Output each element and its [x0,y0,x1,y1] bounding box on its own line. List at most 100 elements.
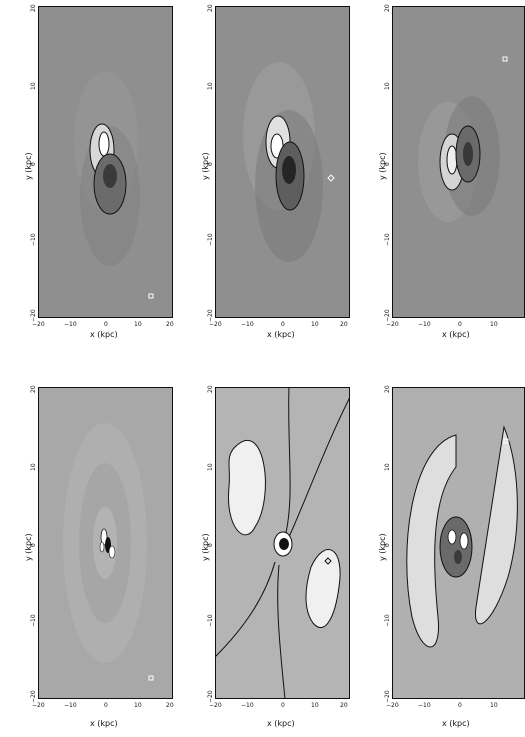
panel-4-xtick: −20 [32,702,45,709]
panel-2-xtick: −20 [209,321,222,328]
panel-5-positive-lobe-left [227,439,266,536]
panel-3-frame [392,6,525,318]
panel-4-map [38,387,173,699]
panel-6-ytick: −10 [384,614,391,627]
panel-5-contour-lower-left [215,561,276,658]
panel-3-ytick: 10 [384,82,391,90]
panel-3-xlabel: x (kpc) [442,330,470,339]
panel-5-xlabel: x (kpc) [267,719,295,728]
panel-1-marker-square-icon [148,293,154,299]
panel-6-core-negative [454,550,462,564]
panel-4-ytick: 0 [30,543,37,547]
panel-2-ylabel: y (kpc) [201,152,210,180]
panel-4-xtick: −10 [64,702,77,709]
panel-1-ylabel: y (kpc) [24,152,33,180]
panel-1-xtick: 20 [166,321,174,328]
panel-6-ylabel: y (kpc) [378,533,387,561]
panel-6-xlabel: x (kpc) [442,719,470,728]
panel-5-ytick: −10 [207,614,214,627]
panel-6-xtick: −10 [418,702,431,709]
panel-2 [215,6,350,318]
panel-6-positive-arc-right [474,425,518,625]
panel-3-marker-square-icon [502,56,508,62]
panel-2-negative-core [282,156,296,184]
panel-2-ytick: 10 [207,82,214,90]
panel-4 [38,387,173,699]
panel-5-ytick: 0 [207,543,214,547]
panel-2-xtick: −10 [241,321,254,328]
panel-4-ytick: 20 [30,385,37,393]
panel-3-ytick: 20 [384,4,391,12]
panel-1-map [38,6,173,318]
panel-2-xlabel: x (kpc) [267,330,295,339]
panel-4-xtick: 10 [134,702,142,709]
panel-1-ytick: 20 [30,4,37,12]
panel-6 [392,387,525,699]
panel-5-frame [215,387,350,699]
panel-4-ylabel: y (kpc) [24,533,33,561]
panel-3 [392,6,525,318]
panel-5-contour-upper-right [288,396,350,538]
panel-1-ytick: 0 [30,162,37,166]
panel-5-xtick: 10 [311,702,319,709]
panel-1-ytick: 10 [30,82,37,90]
panel-1-ytick: −10 [30,233,37,246]
panel-2-map [215,6,350,318]
panel-5-marker-diamond-icon [324,557,332,565]
panel-6-ytick: 10 [384,463,391,471]
panel-2-ytick: −20 [207,309,214,322]
panel-2-ytick: −10 [207,233,214,246]
panel-2-frame [215,6,350,318]
panel-6-ytick: −20 [384,690,391,703]
panel-5-xtick: 20 [340,702,348,709]
panel-2-xtick: 0 [281,321,285,328]
panel-4-ytick: −20 [30,690,37,703]
panel-1-xtick: −10 [64,321,77,328]
panel-2-ytick: 0 [207,162,214,166]
panel-1-xtick: −20 [32,321,45,328]
panel-3-ytick: −20 [384,309,391,322]
panel-3-xtick: 0 [458,321,462,328]
panel-5-contour-upper [284,387,291,538]
panel-3-map [392,6,525,318]
panel-5-ytick: 10 [207,463,214,471]
panel-2-xtick: 10 [311,321,319,328]
panel-3-ylabel: y (kpc) [378,152,387,180]
panel-4-core-positive-small [99,541,105,553]
panel-6-frame [392,387,525,699]
panel-4-frame [38,387,173,699]
panel-3-xtick: 10 [490,321,498,328]
panel-2-marker-diamond-icon [327,174,335,182]
panel-1-ytick: −20 [30,309,37,322]
panel-6-xtick: −20 [386,702,399,709]
panel-6-xtick: 10 [490,702,498,709]
panel-6-negative-core [439,516,473,578]
panel-3-xtick: −10 [418,321,431,328]
panel-5 [215,387,350,699]
panel-4-core-positive-right [108,545,116,559]
panel-6-ytick: 20 [384,385,391,393]
panel-6-positive-arc-left [406,434,457,648]
panel-5-positive-lobe-right [305,549,341,629]
panel-5-contour-lower [277,564,286,699]
panel-4-xtick: 0 [104,702,108,709]
panel-3-ytick: −10 [384,233,391,246]
panel-6-marker-square-icon [503,438,509,444]
panel-4-marker-square-icon [148,675,154,681]
panel-3-negative-core [463,142,473,166]
panel-1-xtick: 10 [134,321,142,328]
panel-4-xlabel: x (kpc) [90,719,118,728]
panel-3-xtick: −20 [386,321,399,328]
panel-3-ytick: 0 [384,162,391,166]
panel-6-core-positive-1 [447,529,457,545]
panel-1-frame [38,6,173,318]
panel-2-ytick: 20 [207,4,214,12]
panel-5-xtick: −10 [241,702,254,709]
panel-4-ytick: −10 [30,614,37,627]
panel-5-ytick: 20 [207,385,214,393]
panel-5-xtick: −20 [209,702,222,709]
panel-5-ytick: −20 [207,690,214,703]
panel-1-negative-core [103,164,117,188]
panel-4-xtick: 20 [166,702,174,709]
panel-6-xtick: 0 [458,702,462,709]
